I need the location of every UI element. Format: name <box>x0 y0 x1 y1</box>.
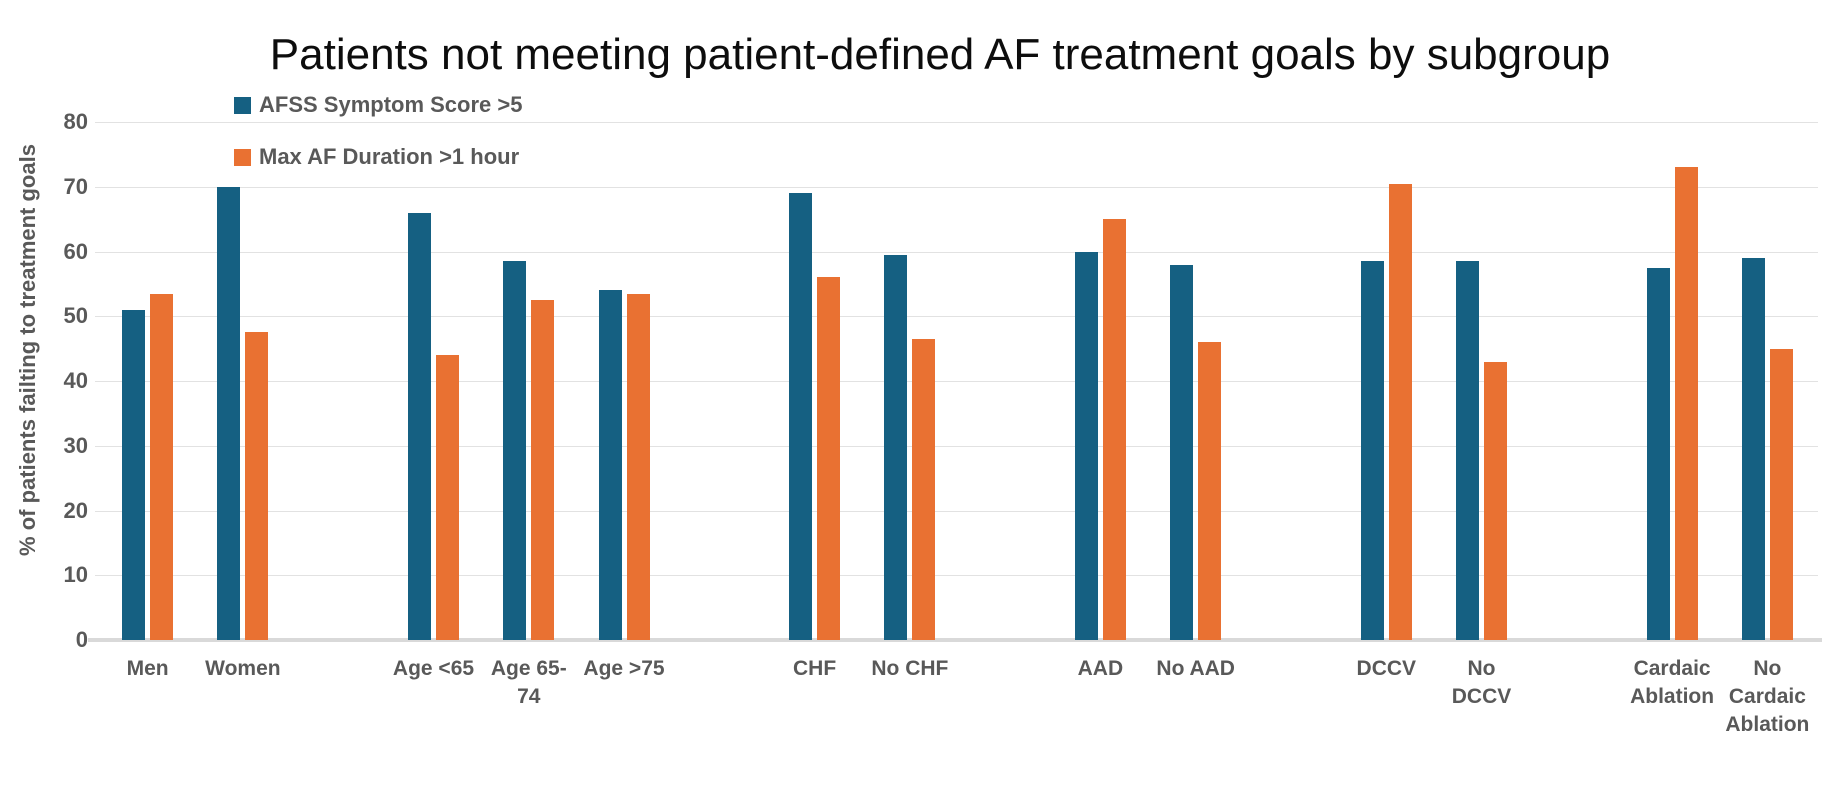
legend-swatch-blue-icon <box>234 96 251 114</box>
gridline-40 <box>95 381 1818 382</box>
bar-afss-no-cardaic-ablation <box>1741 258 1765 640</box>
y-tick-label-70: 70 <box>63 173 88 199</box>
category-label-men: Men <box>126 657 169 680</box>
category-label-women: Women <box>205 657 281 680</box>
bar-afss-age-65-74 <box>503 261 527 640</box>
category-label-age-65: Age <65 <box>392 657 475 680</box>
bar-maxaf-no-cardaic-ablation <box>1769 348 1793 640</box>
gridline-10 <box>95 575 1818 577</box>
y-tick-label-30: 30 <box>63 432 88 458</box>
chart-title: Patients not meeting patient-defined AF … <box>269 30 1611 79</box>
bar-maxaf-women <box>245 332 269 640</box>
bar-afss-no-aad <box>1170 264 1194 640</box>
bar-maxaf-chf <box>817 277 841 640</box>
bar-maxaf-age-65 <box>436 355 459 640</box>
y-tick-label-80: 80 <box>63 109 88 134</box>
bar-afss-no-chf <box>884 254 908 640</box>
bar-afss-age-65 <box>408 212 431 640</box>
y-tick-label-10: 10 <box>63 562 88 588</box>
bar-afss-men <box>122 309 146 640</box>
bar-maxaf-no-dccv <box>1484 361 1507 640</box>
category-label-cardaic-ablation: Cardaic Ablation <box>1630 657 1715 708</box>
bar-afss-age-75 <box>598 290 622 640</box>
y-tick-label-50: 50 <box>63 303 88 329</box>
bar-maxaf-cardaic-ablation <box>1674 167 1698 640</box>
bar-maxaf-dccv <box>1388 183 1412 640</box>
category-label-no-dccv: No DCCV <box>1451 657 1512 708</box>
category-label-no-chf: No CHF <box>871 657 949 680</box>
category-label-age-65-74: Age 65- 74 <box>490 657 567 708</box>
category-label-no-cardaic-ablation: No Cardaic Ablation <box>1725 657 1810 736</box>
legend-label-afss: AFSS Symptom Score >5 <box>259 92 523 117</box>
category-label-dccv: DCCV <box>1356 657 1417 680</box>
bar-maxaf-aad <box>1102 219 1126 640</box>
legend-swatch-orange-icon <box>234 148 251 166</box>
bar-maxaf-age-65-74 <box>531 300 555 640</box>
bar-afss-dccv <box>1360 261 1384 640</box>
bar-afss-no-dccv <box>1456 261 1479 640</box>
category-label-no-aad: No AAD <box>1156 657 1235 680</box>
bar-maxaf-no-chf <box>912 338 936 640</box>
category-label-chf: CHF <box>793 657 837 680</box>
bar-maxaf-no-aad <box>1198 342 1222 640</box>
y-tick-label-40: 40 <box>63 368 88 393</box>
bar-afss-women <box>217 186 241 641</box>
category-label-aad: AAD <box>1077 657 1124 680</box>
bar-afss-chf <box>789 193 813 640</box>
gridline-80 <box>95 122 1818 123</box>
category-label-age-75: Age >75 <box>583 657 665 680</box>
bar-afss-cardaic-ablation <box>1646 267 1670 640</box>
gridline-50 <box>95 316 1818 318</box>
legend-item-maxaf: Max AF Duration >1 hour <box>234 144 519 170</box>
legend-item-afss: AFSS Symptom Score >5 <box>234 92 522 118</box>
gridline-70 <box>95 186 1818 188</box>
bar-maxaf-men <box>150 293 174 640</box>
x-axis-line <box>88 638 1822 642</box>
gridline-30 <box>95 445 1818 447</box>
bar-maxaf-age-75 <box>626 293 650 640</box>
bar-afss-aad <box>1074 251 1098 640</box>
gridline-20 <box>95 510 1818 512</box>
y-tick-label-0: 0 <box>75 627 88 652</box>
y-tick-label-20: 20 <box>63 497 88 523</box>
legend-label-maxaf: Max AF Duration >1 hour <box>259 144 520 169</box>
gridline-60 <box>95 251 1818 253</box>
y-tick-label-60: 60 <box>63 238 88 264</box>
